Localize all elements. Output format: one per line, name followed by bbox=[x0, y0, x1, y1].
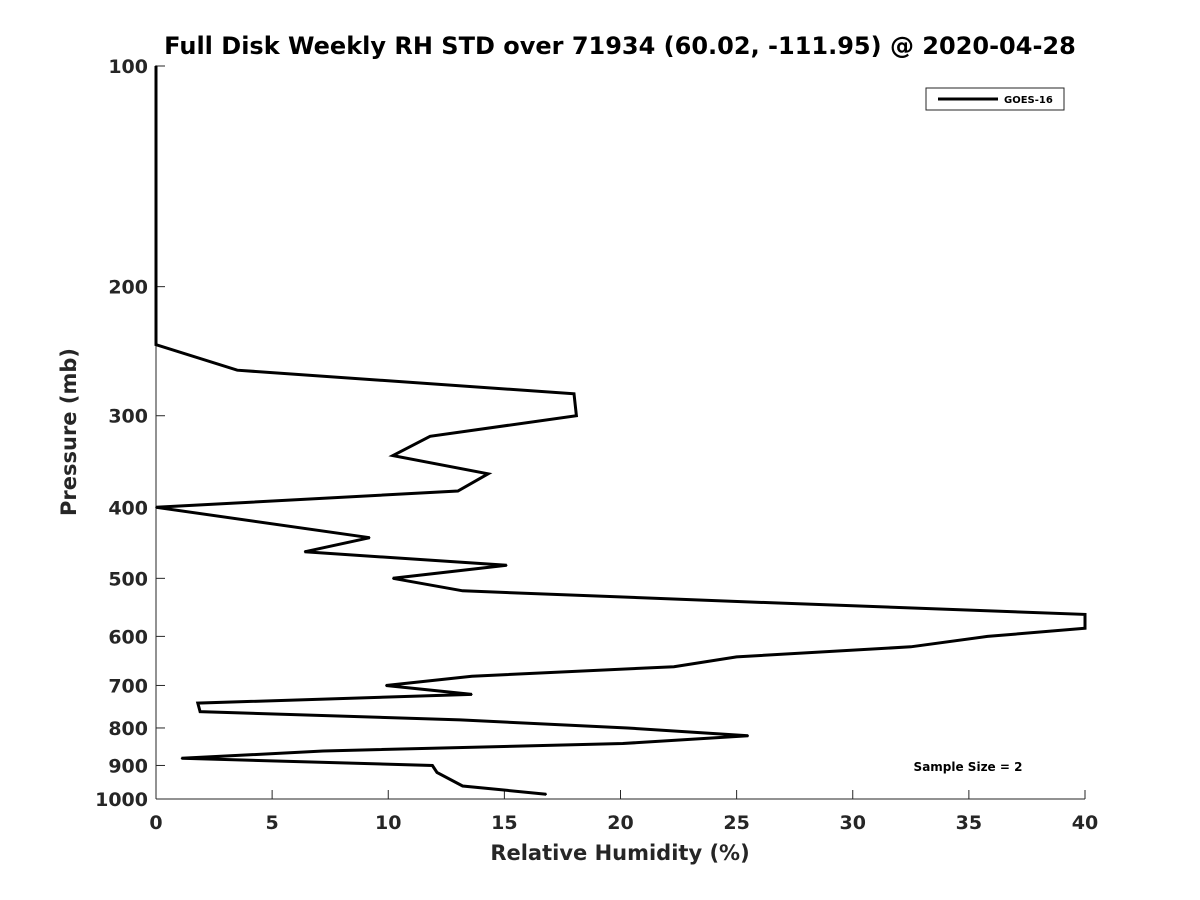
data-point bbox=[735, 656, 738, 658]
data-point bbox=[910, 646, 912, 648]
y-tick-label: 1000 bbox=[95, 789, 148, 811]
data-point bbox=[505, 564, 508, 567]
x-tick-label: 25 bbox=[723, 812, 749, 834]
data-point bbox=[429, 435, 431, 438]
data-point bbox=[303, 551, 306, 553]
y-tick-label: 900 bbox=[108, 755, 148, 777]
series-layer bbox=[154, 65, 1087, 796]
data-point bbox=[487, 472, 489, 475]
data-point bbox=[368, 536, 371, 539]
legend: GOES-16 bbox=[925, 87, 1065, 111]
data-point bbox=[155, 506, 157, 509]
data-point bbox=[626, 727, 629, 729]
data-point bbox=[436, 771, 438, 774]
data-point bbox=[385, 684, 387, 687]
data-point bbox=[573, 392, 575, 395]
x-tick-label: 0 bbox=[149, 812, 162, 834]
data-point bbox=[180, 757, 183, 760]
y-tick-label: 300 bbox=[108, 406, 148, 428]
y-tick-label: 100 bbox=[108, 56, 148, 78]
data-point bbox=[457, 490, 459, 492]
sample-size-annotation: Sample Size = 2 bbox=[914, 760, 1023, 774]
y-tick-label: 600 bbox=[108, 626, 148, 648]
data-point bbox=[197, 702, 199, 704]
data-point bbox=[575, 414, 578, 417]
data-point bbox=[431, 764, 434, 767]
y-axis-label: Pressure (mb) bbox=[57, 348, 81, 516]
data-point bbox=[461, 590, 464, 592]
data-point bbox=[392, 454, 394, 457]
x-tick-label: 40 bbox=[1072, 812, 1098, 834]
data-point bbox=[471, 675, 473, 678]
data-point bbox=[545, 793, 547, 795]
data-point bbox=[155, 65, 157, 67]
data-point bbox=[1084, 627, 1086, 630]
x-tick-label: 35 bbox=[956, 812, 982, 834]
data-point bbox=[155, 343, 157, 346]
legend-label: GOES-16 bbox=[1004, 95, 1053, 106]
x-tick-label: 15 bbox=[491, 812, 517, 834]
x-tick-label: 30 bbox=[840, 812, 866, 834]
data-point bbox=[236, 369, 239, 371]
y-tick-label: 400 bbox=[108, 497, 148, 519]
y-tick-label: 800 bbox=[108, 718, 148, 740]
x-tick-label: 10 bbox=[375, 812, 401, 834]
data-point bbox=[155, 285, 157, 288]
data-point bbox=[622, 742, 624, 745]
data-point bbox=[770, 602, 773, 604]
data-point bbox=[199, 710, 201, 713]
y-tick-label: 200 bbox=[108, 277, 148, 299]
x-axis-label: Relative Humidity (%) bbox=[490, 841, 749, 865]
plot-axes: 0 5 10 15 20 25 30 35 40 100 200 300 400 500 600 700 800… bbox=[95, 56, 1098, 834]
y-tick-label: 500 bbox=[108, 568, 148, 590]
data-point bbox=[459, 719, 462, 721]
data-point bbox=[673, 665, 675, 668]
data-point bbox=[471, 693, 473, 696]
y-tick-label: 700 bbox=[108, 675, 148, 697]
data-point bbox=[392, 577, 394, 580]
x-tick-label: 5 bbox=[266, 812, 279, 834]
x-tick-label: 20 bbox=[607, 812, 633, 834]
data-point bbox=[461, 785, 464, 787]
data-point bbox=[747, 735, 750, 737]
chart-title: Full Disk Weekly RH STD over 71934 (60.0… bbox=[164, 32, 1076, 60]
data-point bbox=[1084, 613, 1086, 616]
data-point bbox=[155, 194, 157, 196]
data-point bbox=[322, 750, 325, 752]
data-point bbox=[986, 635, 989, 638]
